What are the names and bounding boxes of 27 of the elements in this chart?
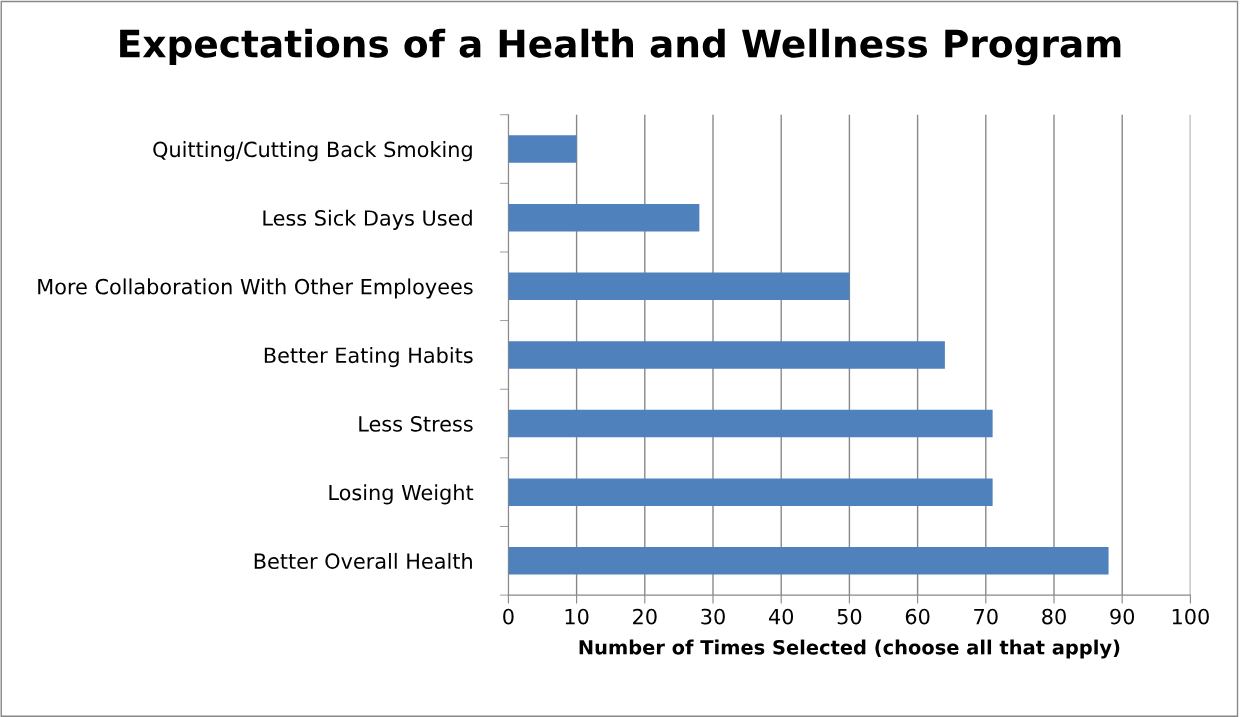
x-tick-label: 30 — [701, 608, 725, 625]
y-tick-label: Less Sick Days Used — [263, 209, 472, 230]
x-tick-label: 0 — [503, 608, 514, 625]
x-tick-label: 10 — [565, 608, 589, 625]
bar — [508, 203, 700, 232]
x-tick-label: 90 — [1110, 608, 1135, 625]
bar — [508, 341, 945, 369]
x-tick-label: 50 — [837, 608, 862, 625]
x-tick-label: 80 — [1042, 608, 1066, 625]
bar — [508, 135, 577, 163]
bar — [508, 409, 993, 438]
y-tick-label: Losing Weight — [329, 484, 474, 505]
x-tick-label: 20 — [633, 608, 657, 625]
x-axis-title: Number of Times Selected (choose all that apply) — [579, 639, 1120, 659]
y-tick-label: Better Eating Habits — [264, 347, 473, 368]
bar — [508, 272, 850, 301]
bar — [508, 478, 993, 506]
bar — [508, 547, 1109, 575]
y-tick-label: More Collaboration With Other Employees — [38, 278, 473, 299]
x-tick-label: 60 — [905, 608, 930, 625]
y-tick-label: Quitting/Cutting Back Smoking — [153, 141, 472, 162]
x-tick-label: 70 — [974, 608, 998, 625]
x-tick-label: 40 — [768, 608, 794, 625]
y-tick-label: Less Stress — [359, 415, 473, 432]
x-tick-label: 100 — [1172, 608, 1209, 625]
chart-title: Expectations of a Health and Wellness Program — [120, 28, 1121, 66]
y-tick-label: Better Overall Health — [254, 552, 472, 570]
